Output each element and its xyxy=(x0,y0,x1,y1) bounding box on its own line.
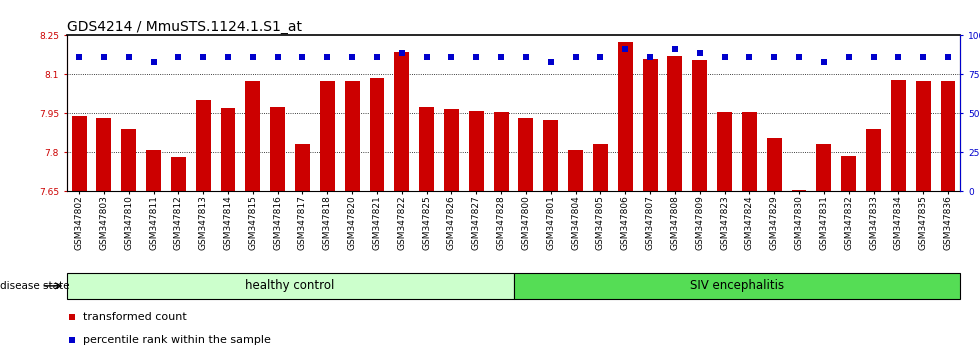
Bar xyxy=(345,81,360,191)
Bar xyxy=(419,107,434,191)
Bar xyxy=(643,59,658,191)
Bar xyxy=(866,129,881,191)
Bar xyxy=(717,112,732,191)
Text: SIV encephalitis: SIV encephalitis xyxy=(690,279,784,292)
Bar xyxy=(766,138,782,191)
Bar xyxy=(941,81,956,191)
Bar xyxy=(841,156,857,191)
Bar xyxy=(146,150,161,191)
Bar xyxy=(67,273,514,299)
Bar xyxy=(295,144,310,191)
Bar xyxy=(915,81,931,191)
Bar xyxy=(518,119,533,191)
Bar xyxy=(394,52,410,191)
Text: GDS4214 / MmuSTS.1124.1.S1_at: GDS4214 / MmuSTS.1124.1.S1_at xyxy=(67,21,302,34)
Text: healthy control: healthy control xyxy=(245,279,335,292)
Bar xyxy=(319,81,335,191)
Text: transformed count: transformed count xyxy=(83,312,187,322)
Bar xyxy=(494,112,509,191)
Bar xyxy=(196,100,211,191)
Bar xyxy=(816,144,831,191)
Bar xyxy=(792,190,807,191)
Bar xyxy=(72,116,86,191)
Bar xyxy=(270,107,285,191)
Bar xyxy=(468,111,484,191)
Bar xyxy=(742,112,757,191)
Bar xyxy=(369,78,384,191)
Bar xyxy=(514,273,960,299)
Bar xyxy=(667,56,682,191)
Bar xyxy=(171,158,186,191)
Bar xyxy=(444,109,459,191)
Bar xyxy=(96,119,112,191)
Bar xyxy=(568,150,583,191)
Bar xyxy=(692,60,708,191)
Bar xyxy=(245,81,261,191)
Bar xyxy=(593,144,608,191)
Bar xyxy=(891,80,906,191)
Bar xyxy=(543,120,559,191)
Text: disease state: disease state xyxy=(0,281,70,291)
Text: percentile rank within the sample: percentile rank within the sample xyxy=(83,335,271,346)
Bar xyxy=(122,129,136,191)
Bar xyxy=(617,42,633,191)
Bar xyxy=(220,108,235,191)
